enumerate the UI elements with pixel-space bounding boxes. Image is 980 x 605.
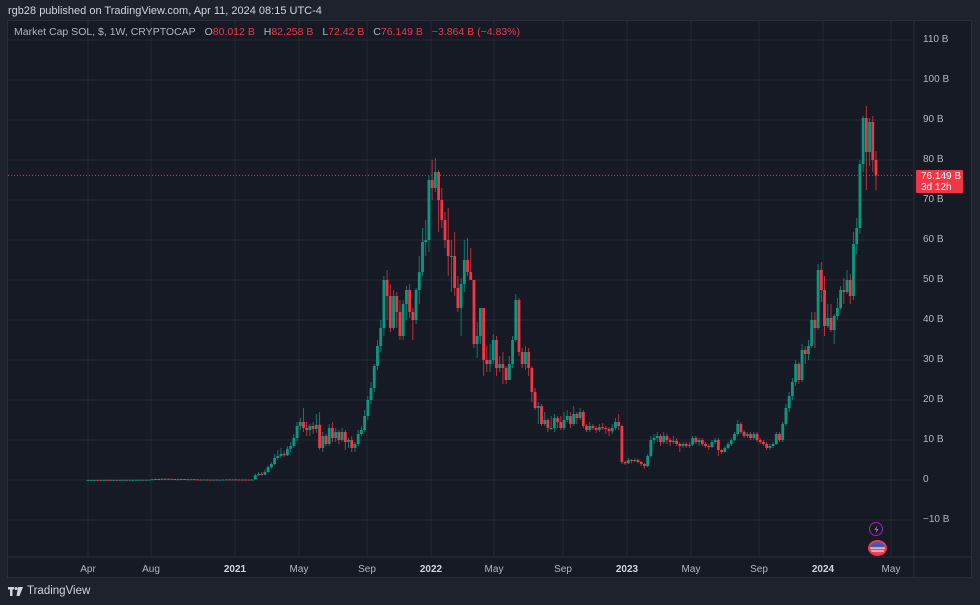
close-value: 76.149 B	[380, 26, 423, 38]
high-value: 82.258 B	[271, 26, 314, 38]
low-label: L	[322, 26, 329, 38]
price-axis-label: −10 B	[923, 514, 950, 525]
symbol-title[interactable]: Market Cap SOL, $, 1W, CRYPTOCAP	[14, 26, 196, 38]
us-flag-event-icon[interactable]	[868, 540, 887, 556]
price-axis-label: 10 B	[923, 434, 944, 445]
price-axis-label: 110 B	[923, 34, 949, 45]
time-axis-label: 2021	[223, 564, 247, 575]
symbol-legend: Market Cap SOL, $, 1W, CRYPTOCAP O80.012…	[14, 26, 526, 38]
time-axis-label: May	[484, 564, 504, 575]
lightning-event-icon[interactable]	[869, 522, 883, 536]
price-axis-label: 90 B	[923, 114, 944, 125]
price-axis-label: 70 B	[923, 194, 944, 205]
open-value: 80.012 B	[212, 26, 255, 38]
tradingview-logo[interactable]: TradingView	[8, 585, 90, 597]
last-price-tag: 76.149 B 3d 12h	[916, 170, 963, 193]
close-label: C	[373, 26, 381, 38]
price-axis-label: 60 B	[923, 234, 944, 245]
price-axis-label: 80 B	[923, 154, 944, 165]
time-axis-label: Sep	[358, 564, 376, 575]
time-axis-label: May	[289, 564, 309, 575]
time-axis-label: 2024	[811, 564, 835, 575]
price-axis-label: 30 B	[923, 354, 944, 365]
price-axis-label: 50 B	[923, 274, 944, 285]
open-label: O	[204, 26, 213, 38]
price-axis-label: 40 B	[923, 314, 944, 325]
price-axis-label: 20 B	[923, 394, 944, 405]
price-axis-label: 0	[923, 474, 929, 485]
chart-pane[interactable]	[7, 20, 972, 578]
published-by-header: rgb28 published on TradingView.com, Apr …	[8, 5, 322, 17]
high-label: H	[263, 26, 272, 38]
time-axis-label: Sep	[554, 564, 572, 575]
time-axis-label: May	[681, 564, 701, 575]
price-axis-label: 100 B	[923, 74, 950, 85]
brand-name: TradingView	[27, 585, 91, 597]
time-axis-label: 2023	[615, 564, 639, 575]
last-price-value: 76.149 B	[921, 171, 962, 182]
low-value: 72.42 B	[328, 26, 365, 38]
time-axis-label: Apr	[80, 564, 96, 575]
change-value: −3.864 B (−4.83%)	[431, 26, 520, 38]
time-axis-label: Aug	[142, 564, 160, 575]
time-axis-label: May	[881, 564, 901, 575]
tradingview-logo-icon	[8, 586, 23, 596]
bar-countdown: 3d 12h	[921, 182, 952, 193]
time-axis-label: 2022	[419, 564, 443, 575]
time-axis-label: Sep	[750, 564, 768, 575]
